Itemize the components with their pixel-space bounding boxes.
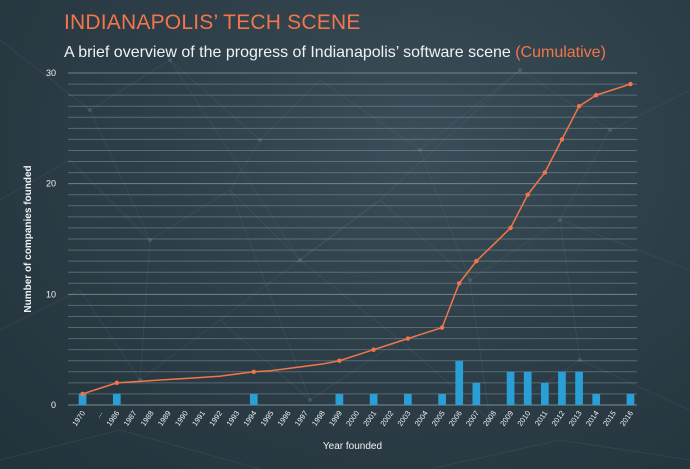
x-tick-label: 2015 xyxy=(601,409,618,428)
x-tick-label: 2013 xyxy=(567,409,584,428)
x-tick-label: 2001 xyxy=(361,409,378,428)
x-tick-label: 1970 xyxy=(70,409,87,428)
x-tick-label: 1989 xyxy=(156,409,173,428)
bar xyxy=(438,393,446,405)
x-tick-label: 2012 xyxy=(550,409,567,428)
x-tick-label: 1999 xyxy=(327,409,344,428)
bar xyxy=(112,393,121,405)
line-point xyxy=(508,225,513,231)
line-point xyxy=(405,336,411,341)
line-point xyxy=(80,391,85,397)
y-tick-label: 30 xyxy=(46,68,56,78)
x-tick-label: ... xyxy=(93,409,104,419)
x-tick-label: 2010 xyxy=(515,409,532,428)
x-tick-label: 2014 xyxy=(584,409,601,428)
x-tick-label: 2006 xyxy=(447,409,464,428)
bar xyxy=(540,382,549,405)
line-point xyxy=(337,358,342,363)
line-point xyxy=(371,347,376,352)
line-point xyxy=(439,325,445,330)
x-tick-label: 1994 xyxy=(241,409,258,428)
bar xyxy=(78,393,87,405)
x-tick-label: 2016 xyxy=(618,409,635,428)
line-point xyxy=(525,192,530,197)
bar xyxy=(335,393,344,405)
y-tick-label: 10 xyxy=(46,289,56,299)
line-point xyxy=(559,137,565,142)
x-tick-label: 1991 xyxy=(190,409,207,428)
x-axis-title: Year founded xyxy=(323,441,382,452)
line-point xyxy=(576,104,582,109)
y-axis-title: Number of companies founded xyxy=(23,165,34,312)
x-tick-label: 1998 xyxy=(310,409,327,428)
line-point xyxy=(474,258,479,264)
line-point xyxy=(114,380,120,386)
y-tick-label: 0 xyxy=(51,400,56,410)
bar xyxy=(558,371,566,405)
bar xyxy=(626,393,635,405)
bar xyxy=(249,393,258,405)
subtitle-accent: (Cumulative) xyxy=(515,44,606,61)
bar xyxy=(575,371,583,405)
x-tick-label: 1986 xyxy=(104,409,121,428)
x-tick-label: 1996 xyxy=(276,409,293,428)
bar xyxy=(455,360,464,405)
x-tick-label: 2007 xyxy=(464,409,481,428)
x-tick-label: 2004 xyxy=(413,409,430,428)
line-point xyxy=(628,81,633,87)
cumulative-line xyxy=(82,83,631,395)
x-tick-label: 2008 xyxy=(481,409,498,428)
bar xyxy=(472,382,481,405)
x-tick-label: 1993 xyxy=(224,409,241,428)
bar xyxy=(592,393,601,405)
x-tick-label: 1988 xyxy=(139,409,156,428)
bar xyxy=(523,371,532,405)
x-tick-label: 2002 xyxy=(378,409,395,428)
line-point xyxy=(457,281,462,286)
page-title: INDIANAPOLIS’ TECH SCENE xyxy=(64,11,361,34)
x-tick-label: 1987 xyxy=(122,409,139,428)
y-tick-label: 20 xyxy=(46,179,56,189)
x-tick-label: 2000 xyxy=(344,409,361,428)
x-tick-label: 1992 xyxy=(207,409,224,428)
x-tick-label: 2009 xyxy=(498,409,515,428)
bar xyxy=(369,393,378,405)
line-point xyxy=(251,369,256,374)
line-point xyxy=(542,170,548,175)
bar xyxy=(506,371,515,405)
x-tick-label: 1990 xyxy=(173,409,190,428)
line-point xyxy=(593,92,599,98)
x-tick-label: 2005 xyxy=(430,409,447,428)
bar xyxy=(404,393,412,405)
page-subtitle: A brief overview of the progress of Indi… xyxy=(64,44,606,62)
subtitle-text: A brief overview of the progress of Indi… xyxy=(64,44,511,61)
x-tick-label: 2003 xyxy=(396,409,413,428)
x-tick-label: 1995 xyxy=(259,409,276,428)
x-tick-label: 1997 xyxy=(293,409,310,428)
x-tick-label: 2011 xyxy=(533,409,550,427)
